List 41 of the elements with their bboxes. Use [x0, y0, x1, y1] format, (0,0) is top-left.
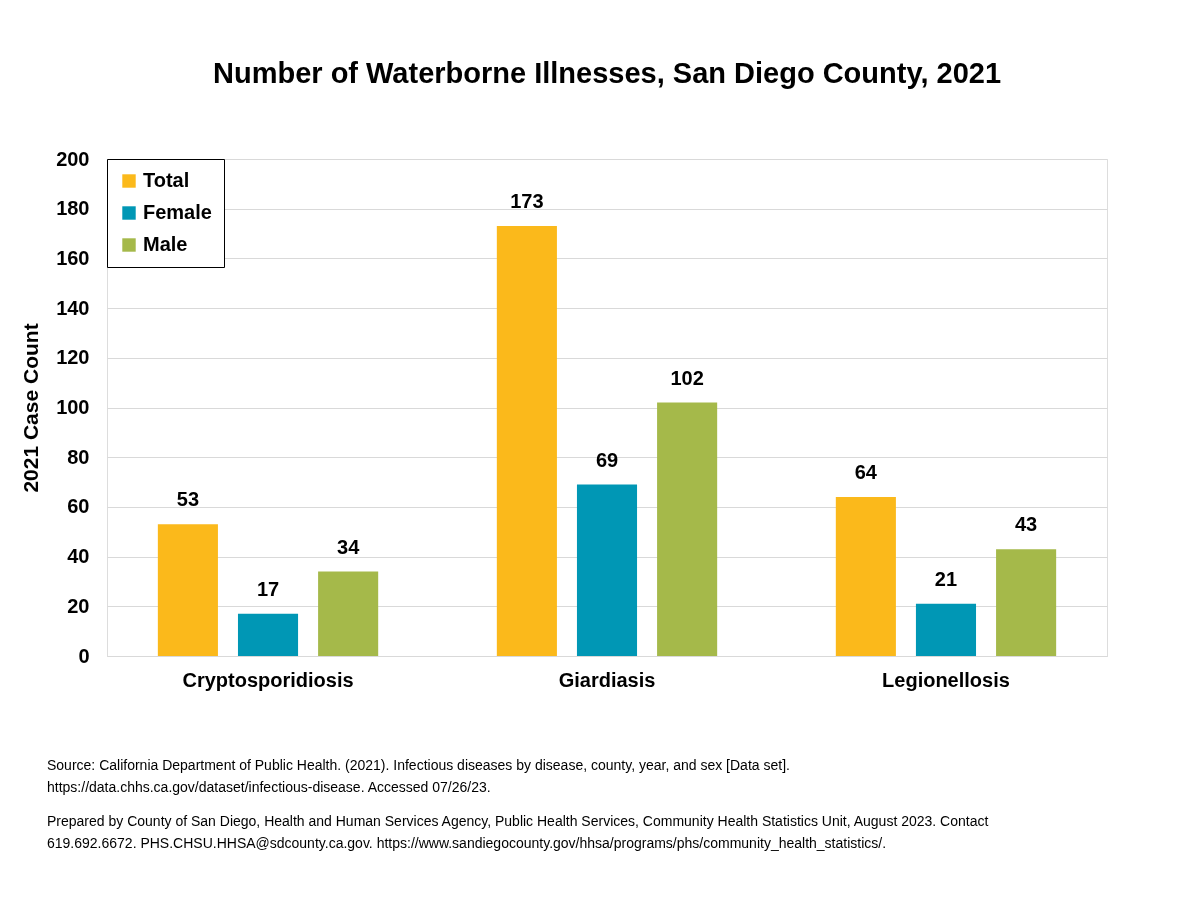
y-tick-label: 40	[67, 545, 90, 568]
y-tick-label: 80	[67, 445, 90, 468]
y-tick-label: 100	[56, 396, 90, 418]
data-label: 21	[934, 567, 958, 590]
text: 619.692.6672. PHS.CHSU.HHSA@sdcounty.ca.gov. https://www.sandiegocounty.gov/hhsa/programs/phs/community_health_statistics/.	[47, 835, 887, 851]
bar	[237, 613, 299, 656]
source-note: Source: California Department of Public Health. (2021). Infectious diseases by disease, county, year, and sex [Data set].	[47, 757, 790, 773]
x-tick-label: Giardiasis	[558, 668, 656, 691]
text: https://data.chhs.ca.gov/dataset/infectious-disease. Accessed 07/26/23.	[47, 779, 491, 795]
data-label: 69	[595, 448, 619, 471]
y-tick-label: 180	[56, 197, 90, 220]
data-label: 17	[256, 577, 280, 600]
data-label: 53	[176, 488, 200, 511]
bar	[157, 524, 218, 656]
y-tick-label: 160	[56, 246, 90, 269]
bar	[318, 571, 379, 656]
x-tick-label: Legionellosis	[882, 668, 1010, 691]
data-label: 64	[854, 460, 878, 483]
chart-title: Number of Waterborne Illnesses, San Diego County, 2021	[212, 57, 1002, 89]
y-axis-title: 2021 Case Count	[19, 323, 43, 493]
bar	[496, 226, 557, 656]
x-tick-label: Cryptosporidiosis	[182, 668, 354, 691]
text: Prepared by County of San Diego, Health and Human Services Agency, Public Health Services, Community Health Statistics Unit, August 2023. Contact	[47, 813, 989, 829]
y-tick-label: 20	[67, 594, 90, 617]
bar	[915, 603, 977, 656]
data-label: 102	[670, 366, 704, 389]
legend-label: Male	[143, 233, 188, 255]
y-tick-label: 120	[56, 346, 90, 369]
legend-label: Female	[143, 201, 212, 223]
bar	[835, 496, 896, 656]
y-tick-label: 140	[56, 296, 90, 319]
bar	[576, 484, 638, 656]
y-tick-label: 60	[67, 495, 90, 518]
data-label: 43	[1014, 513, 1038, 536]
legend-label: Total	[143, 169, 190, 191]
data-label: 34	[337, 535, 361, 558]
y-tick-label: 200	[56, 147, 90, 170]
bar	[657, 402, 718, 656]
y-tick-label: 0	[78, 644, 90, 667]
bar	[996, 549, 1057, 656]
data-label: 173	[510, 190, 544, 213]
